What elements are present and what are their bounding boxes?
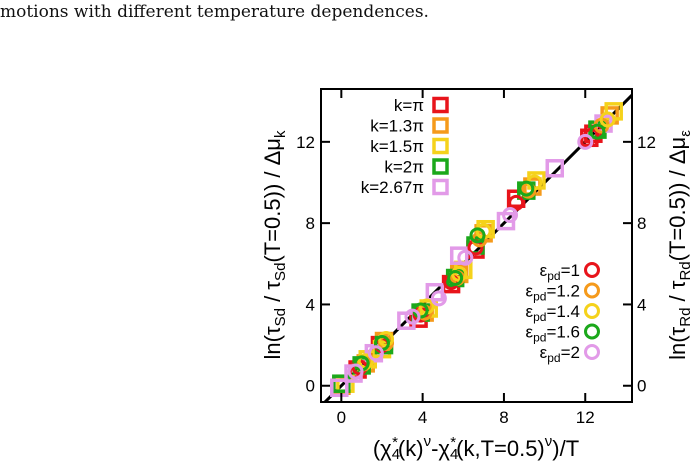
legend-circle-marker: [584, 303, 600, 319]
square-data-point: [332, 374, 351, 393]
y-tick-label: 12: [296, 133, 315, 152]
y-tick-label-right: 12: [637, 133, 656, 152]
square-data-point: [449, 246, 469, 265]
legend-circle-marker: [584, 323, 600, 340]
legend-label: εpd=1.6: [525, 323, 580, 345]
y-axis-label-right: ln(τRd / τRd(T=0.5)) / Δμε: [665, 130, 694, 360]
legend-label: εpd=1.2: [525, 282, 580, 304]
circle-data-point: [518, 180, 535, 197]
x-tick-label: 4: [418, 408, 427, 427]
y-tick-label: 0: [306, 377, 315, 396]
legend-circle-marker: [584, 282, 600, 299]
legend-label: εpd=2: [540, 343, 580, 365]
legend-square-marker: [432, 178, 449, 196]
circle-data-point: [508, 194, 525, 211]
circle-data-point: [447, 270, 464, 287]
y-axis-label-left: ln(τSd / τSd(T=0.5)) / Δμk: [260, 130, 289, 359]
x-tick-label: 0: [337, 408, 346, 427]
circle-data-point: [599, 111, 616, 128]
y-tick-label: 4: [306, 295, 315, 314]
square-data-point: [545, 159, 565, 178]
legend-square-marker: [432, 158, 449, 175]
x-tick-label: 12: [576, 408, 595, 427]
circle-data-point: [430, 290, 447, 307]
circle-data-point: [457, 249, 474, 266]
legend-circle-marker: [584, 344, 600, 360]
plot-frame: [320, 88, 633, 403]
x-tick-label: 8: [499, 408, 508, 427]
square-data-point: [330, 378, 349, 398]
legend-label: k=2.67π: [361, 178, 424, 197]
caption-text: motions with different temperature depen…: [0, 2, 429, 22]
legend-square-marker: [432, 117, 449, 134]
legend-squares: k=π k=1.3πk=1.5π k=2πk=2.67π: [361, 96, 449, 197]
y-tick-label-right: 8: [637, 214, 646, 233]
circle-data-point: [347, 363, 364, 380]
legend-label: k=π: [394, 96, 424, 115]
data-points-layer: [330, 102, 623, 398]
circle-data-point: [502, 207, 519, 224]
legend-label: k=2π: [384, 158, 424, 177]
circle-data-point: [378, 330, 395, 347]
legend-label: εpd=1.4: [525, 302, 580, 324]
circle-data-point: [589, 123, 606, 140]
legend-label: k=1.5π: [370, 137, 424, 156]
circle-data-point: [451, 265, 468, 282]
legend-square-marker: [432, 137, 449, 155]
y-tick-label: 8: [306, 214, 315, 233]
legend-square-marker: [432, 96, 449, 114]
circle-data-point: [404, 308, 421, 325]
legend-label: εpd=1: [540, 261, 580, 283]
ticks-layer: 0 4 8 12 0 0 4 4 8 8 12 12: [296, 89, 656, 427]
circle-data-point: [577, 133, 594, 150]
y-tick-label-right: 4: [637, 295, 646, 314]
y-tick-label-right: 0: [637, 377, 646, 396]
circle-data-point: [469, 227, 486, 244]
circle-data-point: [367, 345, 384, 362]
x-axis-label: (χ4*(k)ν-χ4*(k,T=0.5)ν)/T: [373, 433, 579, 463]
legend-circle-marker: [584, 262, 600, 278]
legend-label: k=1.3π: [370, 117, 424, 136]
